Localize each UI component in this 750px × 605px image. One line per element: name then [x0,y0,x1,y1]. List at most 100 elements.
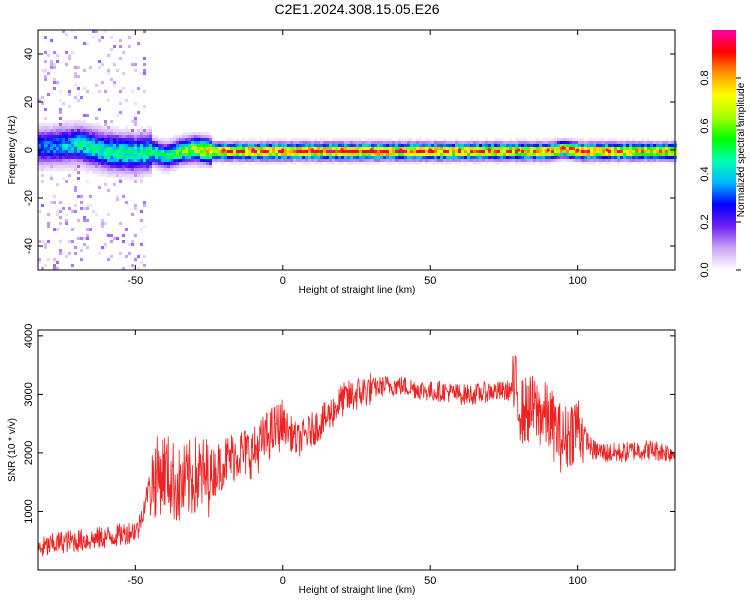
spectrogram-cell [134,129,137,132]
spectrogram-cell [518,159,521,162]
spectrogram-cell [437,162,440,165]
spectrogram-cell [113,126,116,129]
spectrogram-cell [101,153,104,156]
spectrogram-cell [197,162,200,165]
spectrogram-cell [119,222,122,225]
spectrogram-cell [41,69,44,72]
spectrogram-cell [218,147,221,150]
spectrogram-cell [392,150,395,153]
spectrogram-cell [68,147,71,150]
spectrogram-cell [395,147,398,150]
spectrogram-cell [281,141,284,144]
spectrogram-cell [206,159,209,162]
spectrogram-cell [365,156,368,159]
spectrogram-cell [119,135,122,138]
spectrogram-cell [155,135,158,138]
spectrogram-cell [68,153,71,156]
spectrogram-cell [635,156,638,159]
spectrogram-cell [137,87,140,90]
spectrogram-cell [146,141,149,144]
spectrogram-cell [446,153,449,156]
spectrogram-cell [320,138,323,141]
spectrogram-cell [338,159,341,162]
spectrogram-cell [554,138,557,141]
spectrogram-cell [122,72,125,75]
spectrogram-cell [596,138,599,141]
spectrogram-cell [497,150,500,153]
spectrogram-cell [422,159,425,162]
spectrogram-cell [605,150,608,153]
spectrogram-cell [44,135,47,138]
spectrogram-cell [668,153,671,156]
spectrogram-cell [143,159,146,162]
spectrogram-cell [566,159,569,162]
spectrogram-cell [131,120,134,123]
spectrogram-cell [266,153,269,156]
spectrogram-cell [341,144,344,147]
spectrogram-cell [581,147,584,150]
spectrogram-cell [77,120,80,123]
spectrogram-cell [449,159,452,162]
spectrogram-cell [38,153,41,156]
spectrogram-cell [434,153,437,156]
spectrogram-cell [311,159,314,162]
spectrogram-cell [572,159,575,162]
spectrogram-cell [95,117,98,120]
spectrogram-cell [197,144,200,147]
spectrogram-cell [104,120,107,123]
spectrogram-cell [227,138,230,141]
spectrogram-cell [56,267,59,270]
spectrogram-cell [56,123,59,126]
spectrogram-cell [170,144,173,147]
spectrogram-cell [215,141,218,144]
spectrogram-cell [191,144,194,147]
spectrogram-cell [176,165,179,168]
spectrogram-cell [293,162,296,165]
spectrogram-cell [464,162,467,165]
spectrogram-cell [593,144,596,147]
spectrogram-cell [83,165,86,168]
spectrogram-cell [653,156,656,159]
spectrogram-cell [113,162,116,165]
spectrogram-cell [638,147,641,150]
spectrogram-cell [38,141,41,144]
spectrogram-cell [143,255,146,258]
spectrogram-cell [620,159,623,162]
spectrogram-cell [575,147,578,150]
spectrogram-cell [368,159,371,162]
spectrogram-cell [161,141,164,144]
spectrogram-cell [623,153,626,156]
spectrogram-cell [356,156,359,159]
spectrogram-cell [641,159,644,162]
spectrogram-cell [191,162,194,165]
spectrogram-cell [170,165,173,168]
spectrogram-cell [110,165,113,168]
spectrogram-cell [209,147,212,150]
spectrogram-cell [491,159,494,162]
spectrogram-cell [143,135,146,138]
spectrogram-cell [467,156,470,159]
spectrogram-cell [254,162,257,165]
spectrogram-cell [83,237,86,240]
spectrogram-cell [209,159,212,162]
spectrogram-cell [644,153,647,156]
spectrogram-cell [143,165,146,168]
snr-x-tick-label: -50 [127,575,143,587]
spectrogram-cell [131,129,134,132]
spectrogram-cell [80,123,83,126]
spectrogram-cell [50,159,53,162]
spectrogram-cell [254,159,257,162]
spectrogram-cell [368,144,371,147]
spectrogram-cell [194,138,197,141]
spectrogram-cell [260,150,263,153]
spectrogram-cell [47,240,50,243]
spectrogram-cell [458,159,461,162]
spectrogram-cell [293,159,296,162]
spectrogram-cell [263,162,266,165]
spectrogram-cell [122,165,125,168]
spectrogram-cell [665,156,668,159]
spectrogram-cell [644,150,647,153]
spectrogram-cell [116,132,119,135]
spectrogram-cell [71,120,74,123]
spectrogram-cell [44,132,47,135]
